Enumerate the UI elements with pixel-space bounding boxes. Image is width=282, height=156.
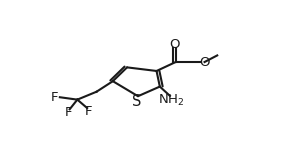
Text: O: O [169, 38, 180, 51]
Text: F: F [51, 91, 58, 104]
Text: F: F [85, 105, 92, 118]
Text: F: F [65, 106, 72, 119]
Text: NH$_2$: NH$_2$ [158, 93, 184, 108]
Text: O: O [199, 56, 210, 68]
Text: S: S [132, 94, 142, 109]
